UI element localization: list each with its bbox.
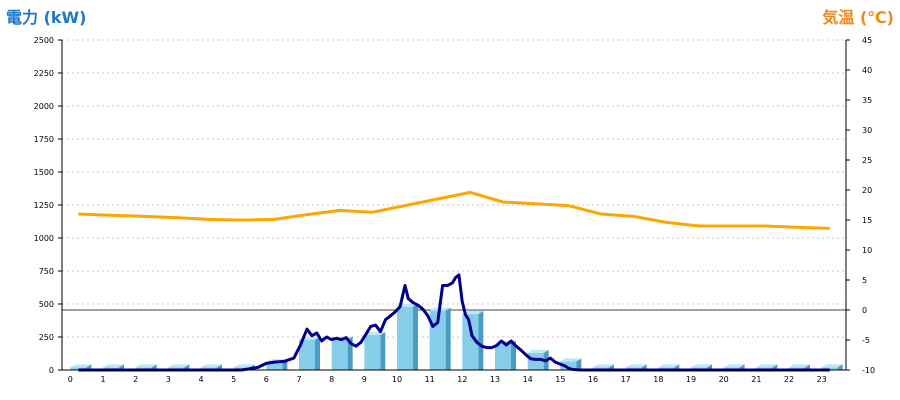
bar-top [789,364,810,368]
bar-side [445,307,451,370]
x-tick-label: 23 [817,375,827,384]
power-bar [527,349,549,370]
x-tick-label: 11 [425,375,435,384]
bar-top [135,364,157,368]
right-tick-label: 40 [862,66,872,75]
x-tick-label: 21 [751,375,761,384]
power-line [78,273,830,372]
x-tick-label: 4 [198,375,203,384]
bar-top [233,364,255,368]
bar-top [70,364,92,368]
x-tick-label: 14 [523,375,533,384]
right-tick-label: 30 [862,126,872,135]
bar-side [576,358,582,370]
bar-side [315,336,320,370]
power-bar [429,307,451,370]
bar-front [397,306,413,370]
bar-front [299,339,315,370]
x-tick-label: 3 [166,375,171,384]
x-tick-label: 7 [296,375,301,384]
left-tick-label: 2250 [34,69,54,78]
bar-top [756,364,778,368]
x-tick-label: 15 [555,375,565,384]
x-tick-label: 1 [100,375,105,384]
bar-front [266,362,283,370]
left-axis-title: 電力 (kW) [6,8,87,27]
x-tick-label: 16 [588,375,598,384]
bar-side [511,340,516,370]
bar-top [658,364,680,368]
bar-top [103,364,124,368]
bar-front [331,339,348,370]
bar-front [527,352,544,370]
x-tick-label: 0 [68,375,73,384]
x-tick-label: 9 [362,375,367,384]
bar-top [625,364,647,368]
x-tick-label: 22 [784,375,794,384]
right-tick-label: 15 [862,216,872,225]
left-tick-label: 2500 [34,36,54,45]
x-tick-label: 5 [231,375,236,384]
x-tick-label: 12 [457,375,467,384]
power-bar [397,303,418,370]
bar-top [691,364,712,368]
x-tick-label: 19 [686,375,696,384]
right-tick-label: 35 [862,96,872,105]
left-tick-label: 0 [49,366,54,375]
bar-side [380,332,386,370]
x-tick-label: 8 [329,375,334,384]
left-tick-label: 1000 [34,234,54,243]
right-tick-label: 10 [862,246,872,255]
left-tick-label: 500 [39,300,54,309]
right-tick-label: 0 [862,306,867,315]
lines [78,190,830,372]
right-tick-label: 20 [862,186,872,195]
power-bar [299,336,320,370]
bar-top [723,364,745,368]
bar-front [364,335,381,370]
bar-front [560,361,577,370]
power-bar [462,310,484,370]
axes: 02505007501000125015001750200022502500-1… [34,36,875,384]
bar-front [495,343,511,370]
grid [62,39,846,338]
bar-top [462,310,484,314]
bar-front [462,313,479,370]
x-tick-label: 10 [392,375,402,384]
right-tick-label: 25 [862,156,872,165]
bar-top [821,364,843,368]
x-tick-label: 18 [653,375,663,384]
x-tick-label: 20 [719,375,729,384]
left-tick-label: 2000 [34,102,54,111]
right-tick-label: 45 [862,36,872,45]
power-bar [560,358,582,370]
right-tick-label: -5 [862,336,870,345]
right-axis-title: 気温 (℃) [822,8,894,27]
bar-top [397,303,418,307]
left-tick-label: 1750 [34,135,54,144]
power-bars [70,303,843,370]
right-tick-label: -10 [862,366,875,375]
bar-side [837,364,843,370]
x-tick-label: 17 [621,375,631,384]
x-tick-label: 6 [264,375,269,384]
x-tick-label: 13 [490,375,500,384]
right-tick-label: 5 [862,276,867,285]
bar-top [527,349,549,353]
bar-side [478,310,484,370]
bar-top [593,364,614,368]
left-tick-label: 750 [39,267,54,276]
x-tick-label: 2 [133,375,138,384]
power-bar [364,332,386,370]
left-tick-label: 250 [39,333,54,342]
temperature-line [78,190,830,230]
bar-top [560,358,582,362]
bar-side [413,303,418,370]
bar-top [168,364,190,368]
bar-top [201,364,222,368]
left-tick-label: 1500 [34,168,54,177]
left-tick-label: 1250 [34,201,54,210]
